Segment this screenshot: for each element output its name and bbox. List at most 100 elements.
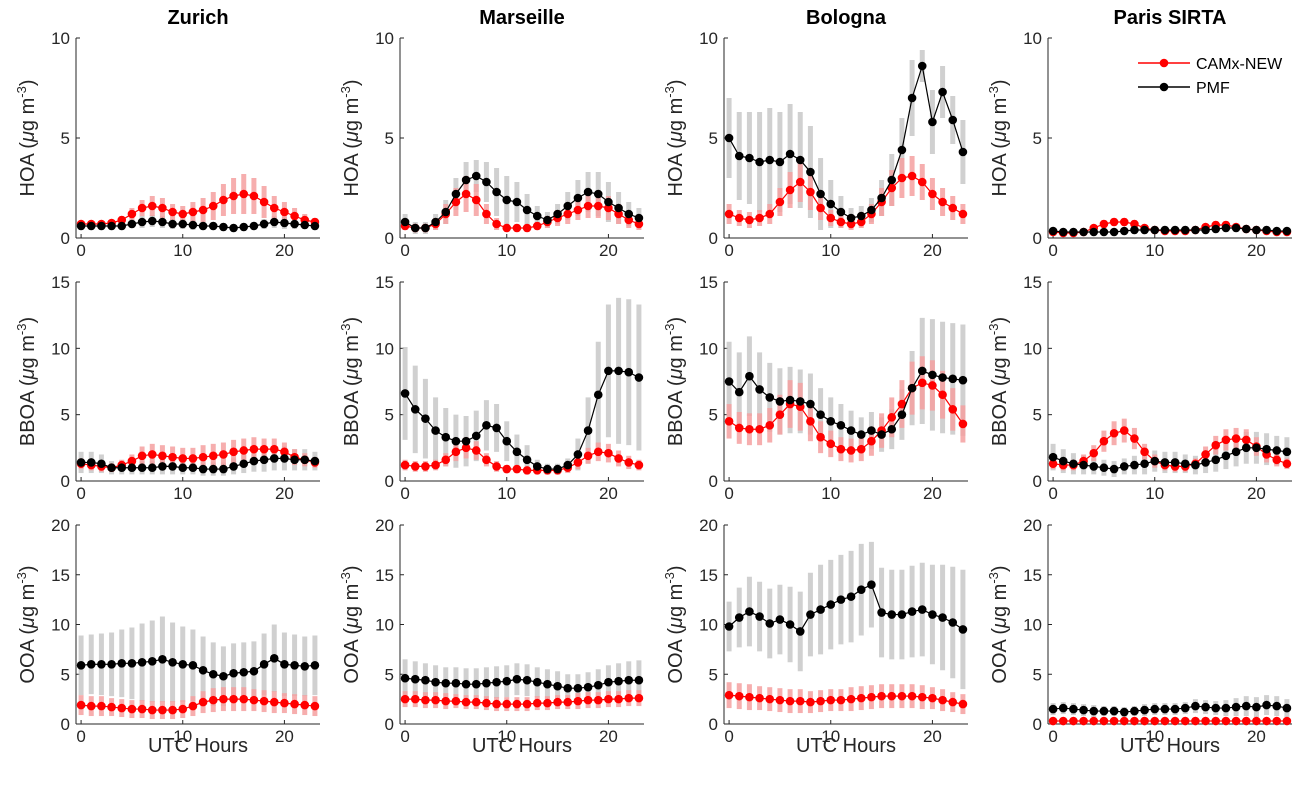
pmf-point	[917, 366, 927, 376]
y-axis-unit-mu: μ	[341, 617, 363, 629]
y-axis-label: HOA (μg m-3)	[986, 80, 1011, 197]
pmf-point	[76, 660, 86, 670]
camx-point	[1272, 455, 1282, 465]
y-axis-unit-mu: μ	[341, 131, 363, 143]
camx-point	[431, 460, 440, 470]
pmf-point	[431, 426, 440, 435]
pmf-point	[897, 145, 907, 155]
camx-point	[624, 693, 634, 703]
y-tick-label: 0	[709, 715, 718, 734]
pmf-point	[451, 678, 461, 688]
pmf-point	[856, 430, 866, 439]
camx-point	[1109, 716, 1119, 726]
camx-point	[958, 699, 968, 709]
y-tick-label: 0	[61, 715, 70, 734]
pmf-point	[928, 117, 937, 127]
y-tick-label: 0	[709, 229, 718, 248]
camx-point	[1241, 716, 1251, 726]
y-axis-unit-exp: -3	[986, 86, 1001, 98]
pmf-point	[158, 655, 167, 664]
pmf-point	[634, 675, 644, 685]
camx-point	[1069, 716, 1078, 726]
camx-point	[431, 695, 440, 705]
pmf-point	[775, 397, 785, 406]
y-axis-unit-close: )	[665, 80, 687, 87]
pmf-line	[405, 677, 639, 689]
pmf-point	[1191, 460, 1200, 470]
pmf-point	[127, 219, 137, 229]
pmf-point	[219, 464, 228, 474]
pmf-point	[441, 207, 451, 217]
y-axis-unit-exp: -3	[986, 324, 1001, 336]
camx-point	[583, 695, 593, 705]
x-axis-label: UTC Hours	[472, 735, 572, 757]
x-tick-label: 10	[497, 241, 516, 260]
x-tick-label: 10	[173, 727, 192, 746]
camx-point	[198, 697, 208, 707]
pmf-point	[168, 219, 177, 229]
pmf-point	[512, 674, 522, 684]
y-axis-unit-mu: μ	[665, 368, 687, 380]
camx-point	[1130, 434, 1139, 443]
pmf-point	[1272, 701, 1282, 711]
x-axis-label: UTC Hours	[1120, 735, 1220, 757]
camx-point	[1089, 448, 1099, 458]
pmf-point	[86, 221, 96, 231]
x-tick-label: 0	[76, 727, 85, 746]
camx-point	[1099, 716, 1109, 726]
camx-line	[729, 694, 964, 705]
camx-point	[502, 699, 512, 709]
pmf-point	[795, 627, 805, 636]
y-axis-species: HOA (	[665, 142, 687, 197]
pmf-point	[107, 463, 116, 473]
camx-point	[522, 699, 532, 709]
camx-point	[795, 696, 805, 706]
pmf-point	[907, 607, 917, 616]
pmf-point	[300, 455, 310, 465]
x-tick-label: 20	[923, 241, 942, 260]
pmf-point	[300, 220, 310, 230]
y-axis-unit: g m	[341, 335, 363, 368]
camx-point	[178, 209, 188, 219]
y-axis-unit-mu: μ	[341, 368, 363, 380]
camx-point	[1119, 426, 1129, 435]
pmf-point	[928, 370, 937, 380]
camx-point	[1231, 716, 1241, 726]
pmf-point	[178, 463, 188, 473]
legend-camx-label: CAMx-NEW	[1196, 56, 1283, 73]
pmf-point	[249, 456, 259, 466]
camx-point	[1211, 440, 1221, 450]
camx-line	[81, 193, 316, 225]
pmf-point	[502, 195, 512, 205]
camx-point	[512, 464, 522, 474]
y-axis-label: OOA (μg m-3)	[986, 565, 1011, 683]
pmf-point	[198, 464, 208, 474]
y-axis-unit: g m	[341, 98, 363, 131]
camx-point	[178, 454, 188, 463]
y-tick-label: 10	[699, 29, 718, 48]
pmf-point	[887, 610, 897, 619]
y-axis-unit-mu: μ	[989, 617, 1011, 629]
camx-point	[543, 698, 552, 708]
pmf-point	[765, 155, 775, 165]
camx-point	[917, 177, 927, 187]
pmf-point	[948, 374, 958, 384]
pmf-point	[795, 155, 805, 165]
camx-point	[948, 405, 958, 414]
camx-point	[410, 694, 420, 704]
camx-point	[188, 701, 198, 711]
pmf-point	[614, 676, 623, 686]
y-tick-label: 20	[1023, 516, 1042, 535]
y-axis-species: HOA (	[341, 142, 363, 197]
pmf-point	[188, 220, 198, 230]
pmf-point	[745, 607, 754, 616]
pmf-point	[1109, 464, 1119, 474]
pmf-point	[310, 456, 320, 466]
pmf-point	[522, 205, 532, 215]
x-tick-label: 20	[599, 727, 618, 746]
camx-point	[76, 700, 86, 710]
pmf-point	[451, 436, 461, 446]
pmf-line	[1053, 704, 1288, 713]
x-tick-label: 20	[923, 727, 942, 746]
camx-point	[634, 219, 644, 229]
